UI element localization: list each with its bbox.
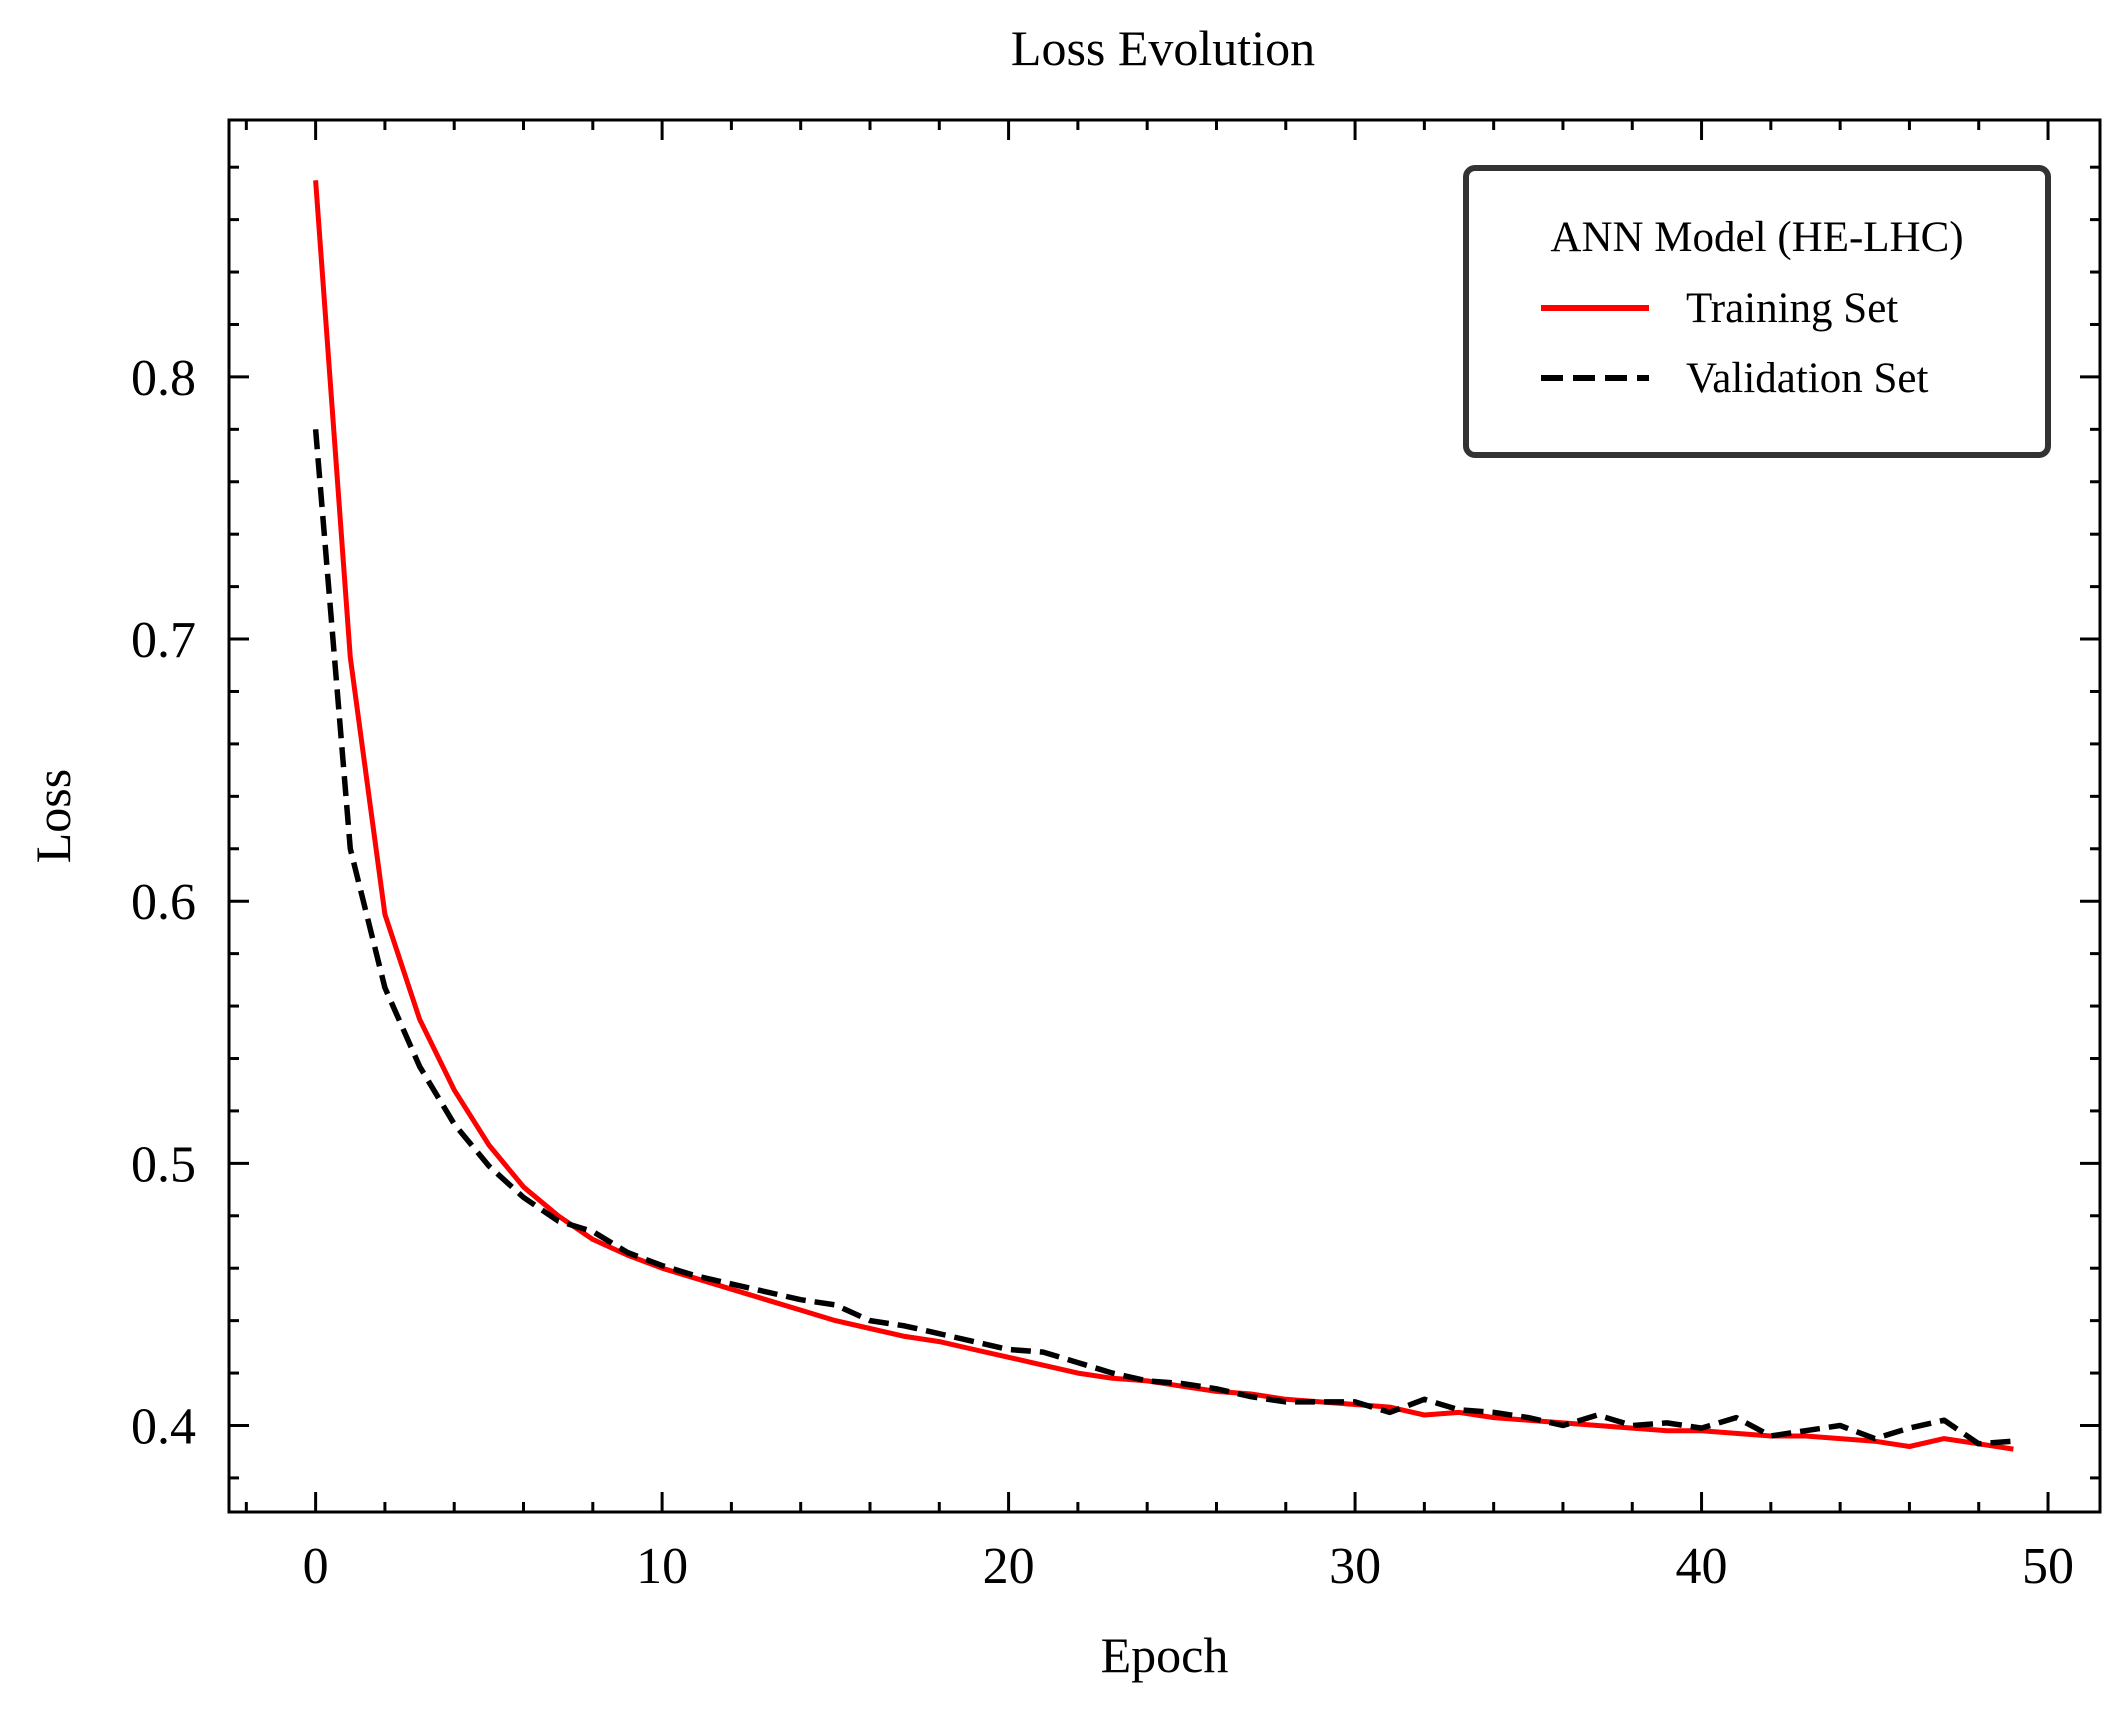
axes-frame (227, 118, 2102, 1514)
y-tick-label: 0.5 (131, 1136, 196, 1193)
chart-title: Loss Evolution (1011, 20, 1315, 76)
x-tick-label: 30 (1329, 1538, 1381, 1595)
y-tick-label: 0.4 (131, 1398, 196, 1455)
series-layer (312, 180, 2014, 1452)
legend: ANN Model (HE-LHC) Training Set Validati… (1463, 165, 2051, 458)
y-tick-label: 0.6 (131, 874, 196, 931)
y-axis-label: Loss (25, 769, 81, 863)
legend-box (1463, 165, 2051, 458)
y-tick-label: 0.8 (131, 350, 196, 407)
x-tick-label: 0 (303, 1538, 329, 1595)
x-tick-label: 20 (983, 1538, 1035, 1595)
y-tick-label: 0.7 (131, 612, 196, 669)
series-line-validation-set (312, 429, 2014, 1447)
legend-label-training-set: Training Set (1686, 285, 1898, 332)
x-axis-label: Epoch (1101, 1627, 1229, 1683)
x-tick-label: 10 (636, 1538, 688, 1595)
x-tick-label: 40 (1676, 1538, 1728, 1595)
legend-title: ANN Model (HE-LHC) (1550, 214, 1963, 261)
x-tick-label: 50 (2022, 1538, 2074, 1595)
plot-area (312, 180, 2014, 1452)
legend-label-validation-set: Validation Set (1686, 355, 1928, 402)
axis-ticks: 0 10 20 30 40 50 0.4 0.5 0.6 0.7 0.8 (131, 120, 2100, 1595)
